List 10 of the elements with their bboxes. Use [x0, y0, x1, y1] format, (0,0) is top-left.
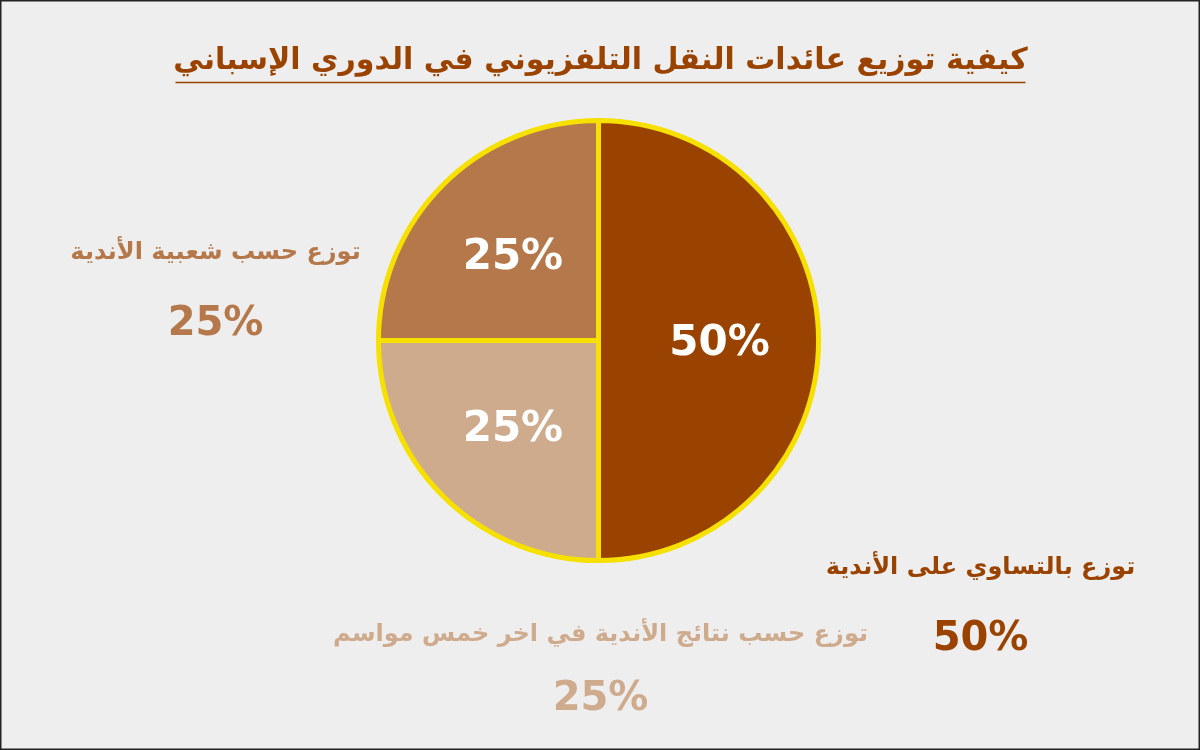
slice-label: توزع بالتساوي على الأندية	[825, 550, 1136, 580]
chart-title: كيفية توزيع عائدات النقل التلفزيوني في الدوري الإسباني	[173, 41, 1029, 77]
text: 25%	[552, 672, 649, 719]
data-label: 50%	[669, 316, 770, 365]
data-label: 25%	[462, 230, 564, 280]
slice-label: توزع حسب نتائج الأندية في اخر خمس مواسم	[333, 617, 868, 647]
slice-label: توزع حسب شعبية الأندية	[70, 235, 361, 265]
text: 50%	[932, 612, 1029, 659]
text: 25%	[167, 297, 264, 344]
data-label: 25%	[462, 401, 564, 451]
